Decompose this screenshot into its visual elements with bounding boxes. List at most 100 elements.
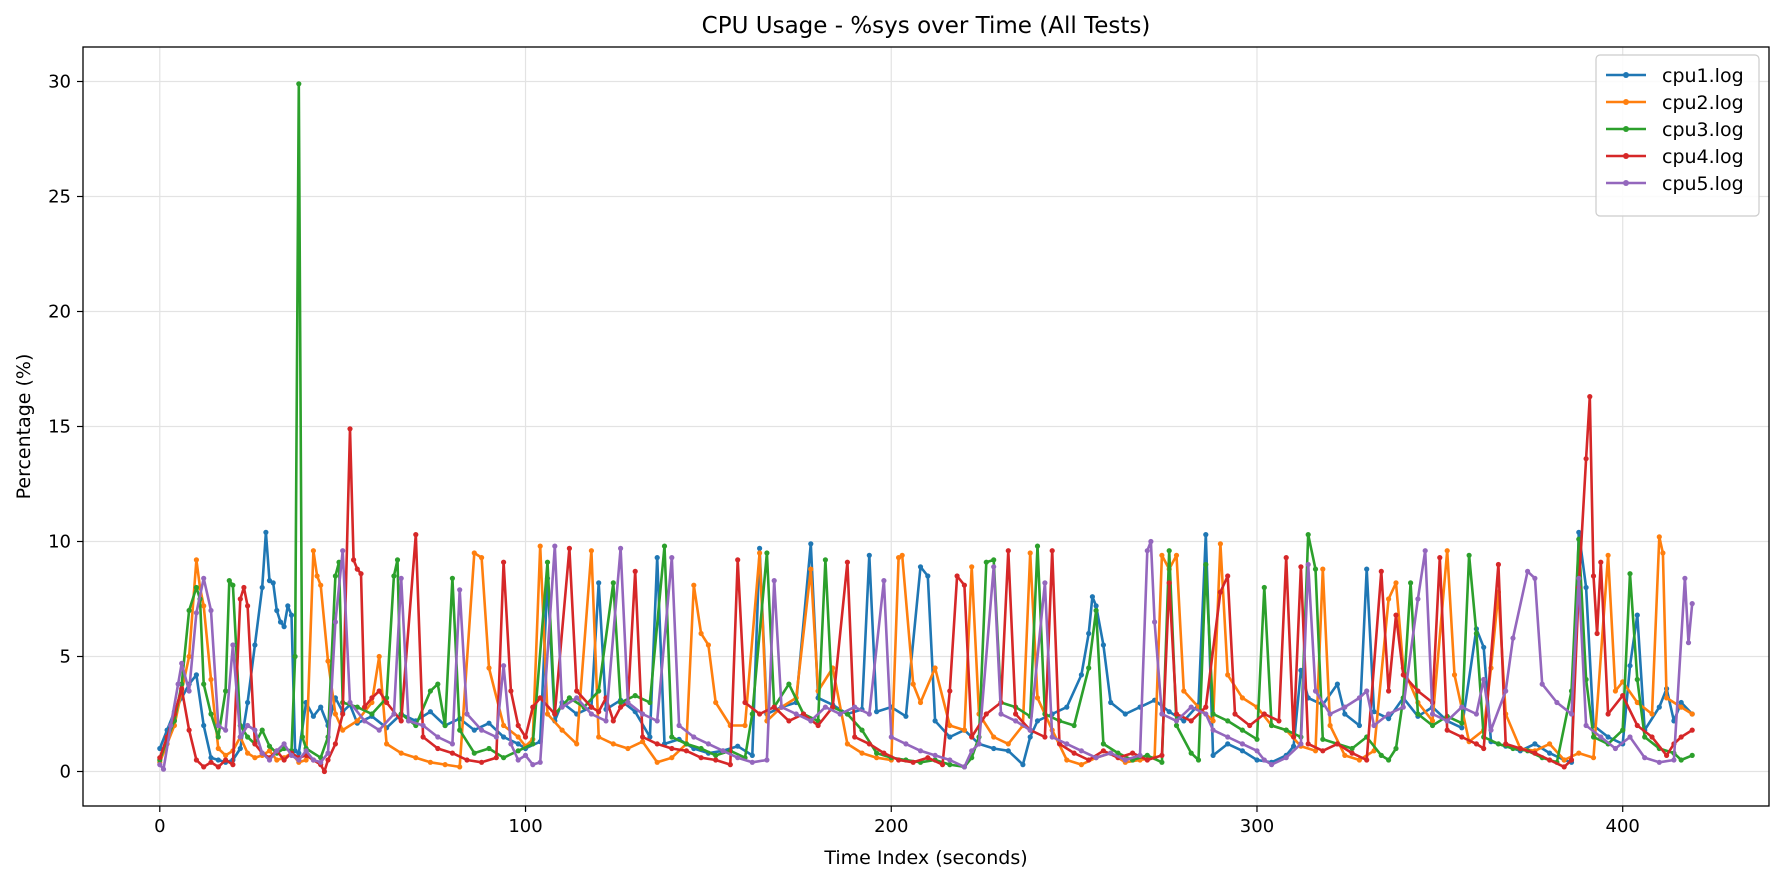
legend-marker [1623, 153, 1629, 159]
data-point [1291, 734, 1297, 740]
data-point [1590, 755, 1597, 761]
legend-box [1595, 54, 1760, 217]
data-point [501, 663, 507, 669]
data-point [1656, 704, 1662, 710]
data-point [413, 532, 419, 538]
data-point [1078, 672, 1084, 678]
data-point [603, 718, 609, 724]
data-point [837, 711, 843, 717]
data-point [1342, 704, 1348, 710]
data-point [1225, 718, 1231, 724]
data-point [1152, 619, 1158, 625]
data-point [888, 734, 894, 740]
data-point [486, 665, 492, 671]
data-point [1495, 561, 1501, 568]
data-point [969, 734, 975, 740]
data-point [1627, 571, 1633, 577]
legend-label: cpu3.log [1662, 119, 1744, 141]
data-point [596, 709, 602, 715]
data-point [1108, 699, 1114, 706]
data-point [771, 578, 777, 584]
data-point [193, 584, 199, 591]
data-point [1371, 709, 1377, 715]
data-point [1682, 575, 1688, 581]
data-point [1247, 722, 1253, 729]
data-point [1594, 630, 1600, 637]
data-point [1144, 752, 1150, 759]
data-point [1005, 741, 1011, 747]
data-point [530, 762, 536, 768]
data-point [1056, 741, 1063, 747]
data-point [1034, 718, 1041, 724]
data-point [394, 557, 401, 563]
data-point [896, 757, 902, 763]
data-point [866, 741, 872, 747]
data-point [479, 759, 485, 765]
data-point [501, 722, 507, 729]
data-point [479, 555, 485, 561]
data-point [1393, 612, 1399, 618]
data-point [1093, 755, 1099, 761]
data-point [976, 741, 982, 747]
data-point [874, 750, 880, 756]
data-point [1042, 580, 1048, 586]
data-point [1203, 532, 1209, 538]
data-point [983, 559, 989, 565]
x-axis-label: Time Index (seconds) [823, 847, 1027, 869]
data-point [1086, 630, 1092, 637]
data-point [471, 750, 477, 756]
data-point [508, 688, 514, 694]
data-point [1429, 722, 1436, 729]
data-point [252, 755, 258, 761]
data-point [479, 727, 485, 733]
data-point [1137, 752, 1143, 759]
data-point [1576, 750, 1582, 756]
data-point [1656, 534, 1662, 540]
x-tick-label: 200 [874, 816, 908, 837]
data-point [391, 573, 397, 579]
data-point [1210, 711, 1216, 717]
data-point [1071, 750, 1077, 756]
data-point [1100, 642, 1106, 648]
data-point [160, 766, 167, 772]
data-point [1634, 676, 1640, 683]
data-point [1510, 635, 1516, 641]
data-point [157, 745, 163, 752]
data-point [947, 688, 953, 694]
data-point [1312, 566, 1319, 572]
data-point [530, 704, 536, 710]
data-point [274, 607, 280, 614]
data-point [310, 713, 316, 719]
data-point [1620, 727, 1626, 733]
data-point [1078, 748, 1084, 754]
data-point [961, 764, 968, 770]
data-point [274, 757, 280, 763]
data-point [1195, 757, 1202, 763]
data-point [1664, 695, 1670, 701]
y-tick-label: 5 [60, 647, 71, 668]
series-line [158, 531, 1694, 766]
data-point [237, 596, 243, 602]
data-point [1254, 748, 1260, 754]
data-point [1210, 718, 1216, 724]
data-point [1089, 594, 1095, 600]
y-axis-label: Percentage (%) [13, 354, 35, 500]
x-tick-label: 0 [154, 816, 165, 837]
data-point [362, 704, 368, 710]
data-point [1042, 734, 1048, 740]
data-point [859, 750, 865, 756]
data-point [1159, 552, 1165, 558]
data-point [1064, 757, 1070, 763]
data-point [186, 688, 192, 694]
data-point [186, 727, 192, 733]
data-point [449, 750, 455, 756]
data-point [376, 688, 382, 694]
y-tick-label: 15 [48, 417, 71, 438]
data-point [259, 584, 265, 591]
data-point [281, 741, 287, 747]
data-point [1013, 711, 1019, 717]
data-point [1225, 672, 1231, 678]
data-point [1049, 734, 1055, 740]
data-point [1656, 759, 1662, 765]
data-point [874, 755, 880, 761]
